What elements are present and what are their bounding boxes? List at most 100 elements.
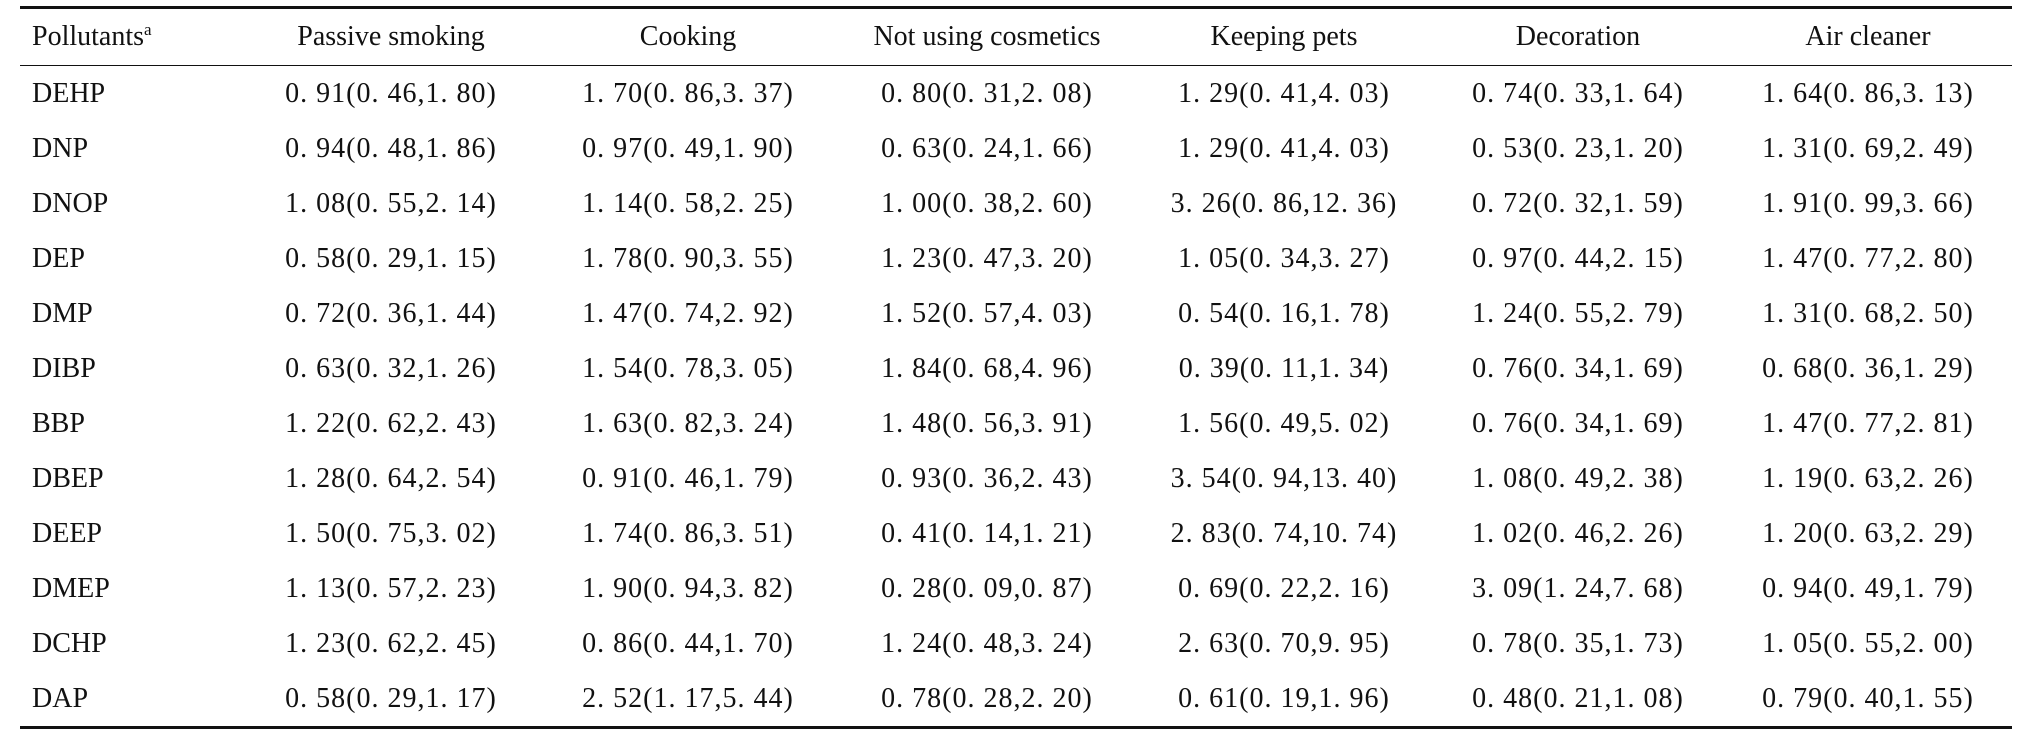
header-cooking: Cooking: [639, 21, 737, 52]
value-cell: 0. 91(0. 46,1. 79): [582, 462, 794, 494]
pollutant-name-cell: DEHP: [32, 77, 106, 109]
value-cell: 1. 91(0. 99,3. 66): [1762, 187, 1974, 219]
value-cell: 1. 13(0. 57,2. 23): [285, 572, 497, 604]
value-cell: 2. 52(1. 17,5. 44): [582, 682, 794, 714]
table-row: DBEP 1. 28(0. 64,2. 54) 0. 91(0. 46,1. 79)…: [20, 451, 2012, 506]
value-cell: 0. 68(0. 36,1. 29): [1762, 352, 1974, 384]
table-header-rule: [20, 65, 2012, 66]
table-row: DAP 0. 58(0. 29,1. 17) 2. 52(1. 17,5. 44) 0…: [20, 671, 2012, 726]
value-cell: 0. 39(0. 11,1. 34): [1178, 352, 1390, 384]
value-cell: 1. 84(0. 68,4. 96): [881, 352, 1093, 384]
header-air-cleaner: Air cleaner: [1805, 21, 1931, 52]
value-cell: 0. 97(0. 49,1. 90): [582, 132, 794, 164]
table-header: Pollutantsa Passive smoking Cooking Not …: [20, 9, 2012, 65]
value-cell: 1. 28(0. 64,2. 54): [285, 462, 497, 494]
table-row: DEEP 1. 50(0. 75,3. 02) 1. 74(0. 86,3. 51)…: [20, 506, 2012, 561]
value-cell: 1. 63(0. 82,3. 24): [582, 407, 794, 439]
pollutant-name-cell: DNOP: [32, 187, 109, 219]
table-row: DMEP 1. 13(0. 57,2. 23) 1. 90(0. 94,3. 82)…: [20, 561, 2012, 616]
value-cell: 0. 63(0. 24,1. 66): [881, 132, 1093, 164]
value-cell: 1. 78(0. 90,3. 55): [582, 242, 794, 274]
value-cell: 0. 93(0. 36,2. 43): [881, 462, 1093, 494]
value-cell: 1. 05(0. 55,2. 00): [1762, 627, 1974, 659]
table-row: DCHP 1. 23(0. 62,2. 45) 0. 86(0. 44,1. 70)…: [20, 616, 2012, 671]
value-cell: 1. 08(0. 55,2. 14): [285, 187, 497, 219]
value-cell: 0. 72(0. 32,1. 59): [1472, 187, 1684, 219]
value-cell: 1. 19(0. 63,2. 26): [1762, 462, 1974, 494]
value-cell: 1. 50(0. 75,3. 02): [285, 517, 497, 549]
pollutant-name-cell: DNP: [32, 132, 89, 164]
value-cell: 2. 63(0. 70,9. 95): [1178, 627, 1390, 659]
value-cell: 0. 76(0. 34,1. 69): [1472, 352, 1684, 384]
table-row: BBP 1. 22(0. 62,2. 43) 1. 63(0. 82,3. 24) 1…: [20, 396, 2012, 451]
value-cell: 0. 54(0. 16,1. 78): [1178, 297, 1390, 329]
value-cell: 0. 76(0. 34,1. 69): [1472, 407, 1684, 439]
header-not-using-cosmetics: Not using cosmetics: [873, 21, 1101, 52]
value-cell: 1. 31(0. 69,2. 49): [1762, 132, 1974, 164]
value-cell: 0. 94(0. 49,1. 79): [1762, 572, 1974, 604]
value-cell: 0. 58(0. 29,1. 17): [285, 682, 497, 714]
value-cell: 1. 74(0. 86,3. 51): [582, 517, 794, 549]
value-cell: 0. 72(0. 36,1. 44): [285, 297, 497, 329]
value-cell: 0. 97(0. 44,2. 15): [1472, 242, 1684, 274]
value-cell: 0. 69(0. 22,2. 16): [1178, 572, 1390, 604]
value-cell: 0. 58(0. 29,1. 15): [285, 242, 497, 274]
odds-ratio-table: Pollutantsa Passive smoking Cooking Not …: [20, 9, 2012, 65]
value-cell: 1. 22(0. 62,2. 43): [285, 407, 497, 439]
pollutant-name-cell: DAP: [32, 682, 89, 714]
results-table: Pollutantsa Passive smoking Cooking Not …: [20, 6, 2012, 729]
value-cell: 0. 94(0. 48,1. 86): [285, 132, 497, 164]
value-cell: 1. 02(0. 46,2. 26): [1472, 517, 1684, 549]
value-cell: 0. 78(0. 28,2. 20): [881, 682, 1093, 714]
header-pollutants-label: Pollutants: [32, 21, 145, 52]
value-cell: 1. 48(0. 56,3. 91): [881, 407, 1093, 439]
header-passive-smoking: Passive smoking: [297, 21, 485, 52]
table-row: DMP 0. 72(0. 36,1. 44) 1. 47(0. 74,2. 92) 1…: [20, 286, 2012, 341]
value-cell: 1. 54(0. 78,3. 05): [582, 352, 794, 384]
value-cell: 1. 20(0. 63,2. 29): [1762, 517, 1974, 549]
value-cell: 1. 47(0. 77,2. 80): [1762, 242, 1974, 274]
table-body: DEHP 0. 91(0. 46,1. 80) 1. 70(0. 86,3. 37)…: [20, 66, 2012, 726]
value-cell: 1. 31(0. 68,2. 50): [1762, 297, 1974, 329]
table-row: DIBP 0. 63(0. 32,1. 26) 1. 54(0. 78,3. 05)…: [20, 341, 2012, 396]
value-cell: 0. 63(0. 32,1. 26): [285, 352, 497, 384]
value-cell: 0. 79(0. 40,1. 55): [1762, 682, 1974, 714]
value-cell: 1. 56(0. 49,5. 02): [1178, 407, 1390, 439]
value-cell: 1. 24(0. 48,3. 24): [881, 627, 1093, 659]
value-cell: 0. 53(0. 23,1. 20): [1472, 132, 1684, 164]
value-cell: 1. 24(0. 55,2. 79): [1472, 297, 1684, 329]
value-cell: 1. 47(0. 77,2. 81): [1762, 407, 1974, 439]
table-bottom-rule: [20, 726, 2012, 729]
value-cell: 0. 86(0. 44,1. 70): [582, 627, 794, 659]
pollutant-name-cell: BBP: [32, 407, 85, 439]
value-cell: 1. 90(0. 94,3. 82): [582, 572, 794, 604]
value-cell: 1. 23(0. 62,2. 45): [285, 627, 497, 659]
table-row: DNP 0. 94(0. 48,1. 86) 0. 97(0. 49,1. 90) 0…: [20, 121, 2012, 176]
value-cell: 0. 61(0. 19,1. 96): [1178, 682, 1390, 714]
pollutant-name-cell: DEEP: [32, 517, 102, 549]
value-cell: 1. 08(0. 49,2. 38): [1472, 462, 1684, 494]
value-cell: 3. 54(0. 94,13. 40): [1170, 462, 1398, 494]
value-cell: 1. 64(0. 86,3. 13): [1762, 77, 1974, 109]
value-cell: 1. 29(0. 41,4. 03): [1178, 77, 1390, 109]
value-cell: 1. 05(0. 34,3. 27): [1178, 242, 1390, 274]
value-cell: 0. 28(0. 09,0. 87): [881, 572, 1093, 604]
pollutant-name-cell: DBEP: [32, 462, 104, 494]
value-cell: 2. 83(0. 74,10. 74): [1170, 517, 1398, 549]
pollutant-name-cell: DCHP: [32, 627, 107, 659]
odds-ratio-table-body: DEHP 0. 91(0. 46,1. 80) 1. 70(0. 86,3. 37)…: [20, 66, 2012, 726]
value-cell: 1. 14(0. 58,2. 25): [582, 187, 794, 219]
table-row: DEHP 0. 91(0. 46,1. 80) 1. 70(0. 86,3. 37)…: [20, 66, 2012, 121]
value-cell: 0. 80(0. 31,2. 08): [881, 77, 1093, 109]
table-top-rule: [20, 6, 2012, 9]
value-cell: 0. 91(0. 46,1. 80): [285, 77, 497, 109]
value-cell: 1. 70(0. 86,3. 37): [582, 77, 794, 109]
value-cell: 0. 74(0. 33,1. 64): [1472, 77, 1684, 109]
value-cell: 0. 78(0. 35,1. 73): [1472, 627, 1684, 659]
pollutant-name-cell: DMP: [32, 297, 93, 329]
value-cell: 1. 52(0. 57,4. 03): [881, 297, 1093, 329]
pollutant-name-cell: DIBP: [32, 352, 96, 384]
value-cell: 1. 00(0. 38,2. 60): [881, 187, 1093, 219]
value-cell: 0. 48(0. 21,1. 08): [1472, 682, 1684, 714]
value-cell: 3. 26(0. 86,12. 36): [1170, 187, 1398, 219]
